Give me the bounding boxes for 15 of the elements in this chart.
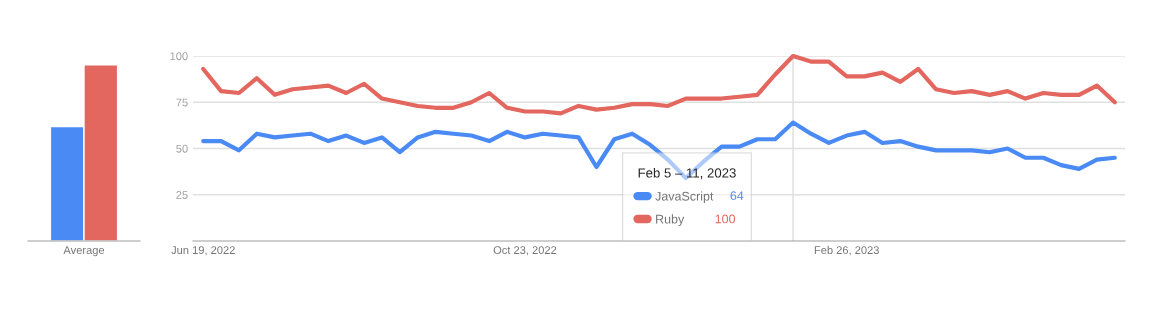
y-tick-label: 75 <box>176 98 188 107</box>
x-tick-label: Oct 23, 2022 <box>493 246 557 256</box>
y-tick-label: 25 <box>176 191 188 199</box>
line-series <box>201 53 1117 116</box>
x-tick-label: Jun 19, 2022 <box>171 246 235 256</box>
annotation: 100 <box>715 214 736 224</box>
annotation: 64 <box>730 191 744 201</box>
y-tick-label: 50 <box>176 144 188 153</box>
legend-label: Ruby <box>656 214 685 226</box>
y-tick-label: 100 <box>170 52 188 61</box>
legend-title: Feb 5 – 11, 2023 <box>638 167 736 180</box>
x-tick-label: Feb 26, 2023 <box>814 245 879 256</box>
line-series <box>201 120 1117 181</box>
legend-label: JavaScript <box>655 191 714 204</box>
x-tick-label: Average <box>63 246 105 257</box>
